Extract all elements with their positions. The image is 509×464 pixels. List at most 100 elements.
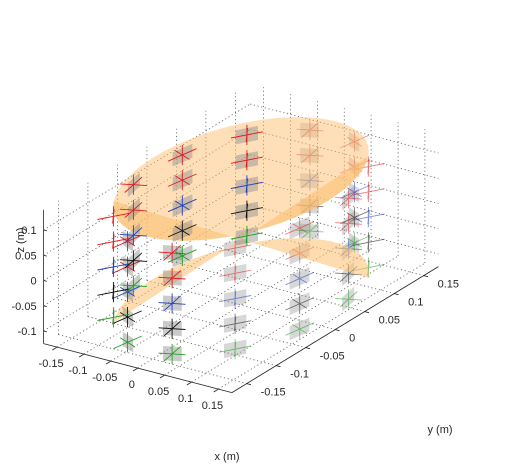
marker-arm: [174, 251, 190, 261]
cylinder-surface-layer: [113, 117, 369, 323]
cylinder-top: [113, 117, 369, 241]
marker: [167, 170, 197, 191]
marker-arm: [245, 153, 249, 168]
marker: [119, 275, 147, 296]
marker: [119, 225, 147, 246]
marker-arm: [245, 228, 249, 244]
marker-arm: [292, 273, 308, 284]
marker-arm: [163, 295, 181, 312]
grid-line: [83, 227, 291, 355]
marker-arm: [245, 203, 249, 218]
marker-arm: [163, 345, 181, 362]
marker-arm: [233, 341, 237, 357]
marker-arm: [113, 285, 142, 299]
x-tick-mark: [52, 346, 58, 351]
marker: [158, 343, 186, 364]
marker: [167, 220, 197, 241]
label-layer: x (m) y (m) z (m): [15, 227, 453, 463]
marker-arm: [340, 134, 369, 149]
marker-arm: [292, 298, 308, 309]
marker-arm: [163, 244, 181, 261]
y-tick-label: 0.15: [438, 279, 459, 291]
marker-arm: [292, 324, 308, 334]
z-tick-label: -0.1: [18, 326, 37, 338]
grid-line: [43, 204, 251, 332]
marker-arm: [233, 316, 237, 331]
cylinder-side: [113, 156, 369, 323]
marker: [219, 263, 252, 284]
marker-arm: [119, 183, 147, 187]
marker: [97, 256, 130, 277]
grid-line: [56, 220, 264, 348]
z-tick-mark: [43, 330, 47, 333]
marker: [230, 200, 263, 221]
marker-arm: [174, 150, 190, 160]
y-tick-mark: [246, 383, 252, 386]
marker: [167, 245, 197, 267]
y-tick-mark: [305, 347, 311, 350]
marker: [113, 332, 142, 353]
marker: [285, 318, 315, 340]
marker-arm: [174, 225, 190, 236]
cylinder-front-layer: [97, 124, 263, 364]
x-tick-label: 0.05: [148, 386, 169, 398]
x-tick-mark: [78, 353, 85, 358]
marker-arm: [300, 147, 319, 164]
marker-arm: [163, 270, 182, 287]
marker-arm: [119, 208, 147, 212]
grid-line: [218, 262, 426, 390]
marker-arm: [245, 178, 249, 193]
marker-arm: [97, 212, 130, 220]
marker: [340, 207, 369, 228]
marker: [97, 307, 130, 328]
marker-arm: [119, 284, 147, 288]
marker: [119, 250, 147, 271]
marker: [113, 307, 142, 328]
marker: [158, 293, 186, 314]
marker: [97, 282, 130, 303]
marker: [119, 174, 147, 195]
y-tick-label: 0.1: [408, 297, 423, 309]
marker-arm: [174, 175, 190, 186]
marker: [97, 231, 130, 252]
marker-arm: [119, 259, 147, 262]
x-tick-label: 0: [129, 379, 135, 391]
x-tick-label: 0.15: [202, 400, 223, 412]
y-tick-label: 0.05: [379, 315, 400, 327]
marker-arm: [301, 122, 319, 139]
grid-line: [110, 234, 318, 362]
grid-line: [43, 154, 251, 281]
marker-arm: [301, 223, 319, 240]
marker: [340, 131, 369, 152]
marker-arm: [97, 238, 130, 246]
z-tick-label: -0.05: [12, 301, 37, 313]
y-tick-label: -0.1: [290, 369, 309, 381]
grid-line: [176, 262, 365, 312]
marker-arm: [335, 196, 363, 200]
z-tick-mark: [43, 229, 47, 232]
x-tick-mark: [213, 388, 219, 393]
y-tick-label: -0.05: [320, 351, 345, 363]
marker-arm: [113, 234, 142, 249]
marker: [219, 313, 252, 334]
marker: [230, 225, 263, 246]
x-axis-label: x (m): [214, 451, 239, 463]
x-tick-mark: [159, 374, 165, 379]
grid-line: [137, 241, 345, 369]
y-tick-label: -0.15: [261, 387, 286, 399]
marker-arm: [233, 291, 237, 306]
marker: [158, 318, 186, 339]
grid-line: [87, 316, 277, 366]
y-tick-mark: [364, 311, 370, 314]
grid-line: [164, 248, 372, 376]
marker: [119, 199, 147, 221]
z-tick-label: 0.1: [21, 225, 36, 237]
marker-arm: [97, 288, 130, 296]
y-tick-mark: [335, 329, 340, 332]
marker: [296, 221, 324, 242]
z-tick-mark: [43, 305, 47, 307]
marker-arm: [335, 297, 363, 301]
marker-arm: [301, 172, 319, 189]
x-tick-label: 0.1: [178, 393, 193, 405]
marker-arm: [97, 263, 130, 271]
